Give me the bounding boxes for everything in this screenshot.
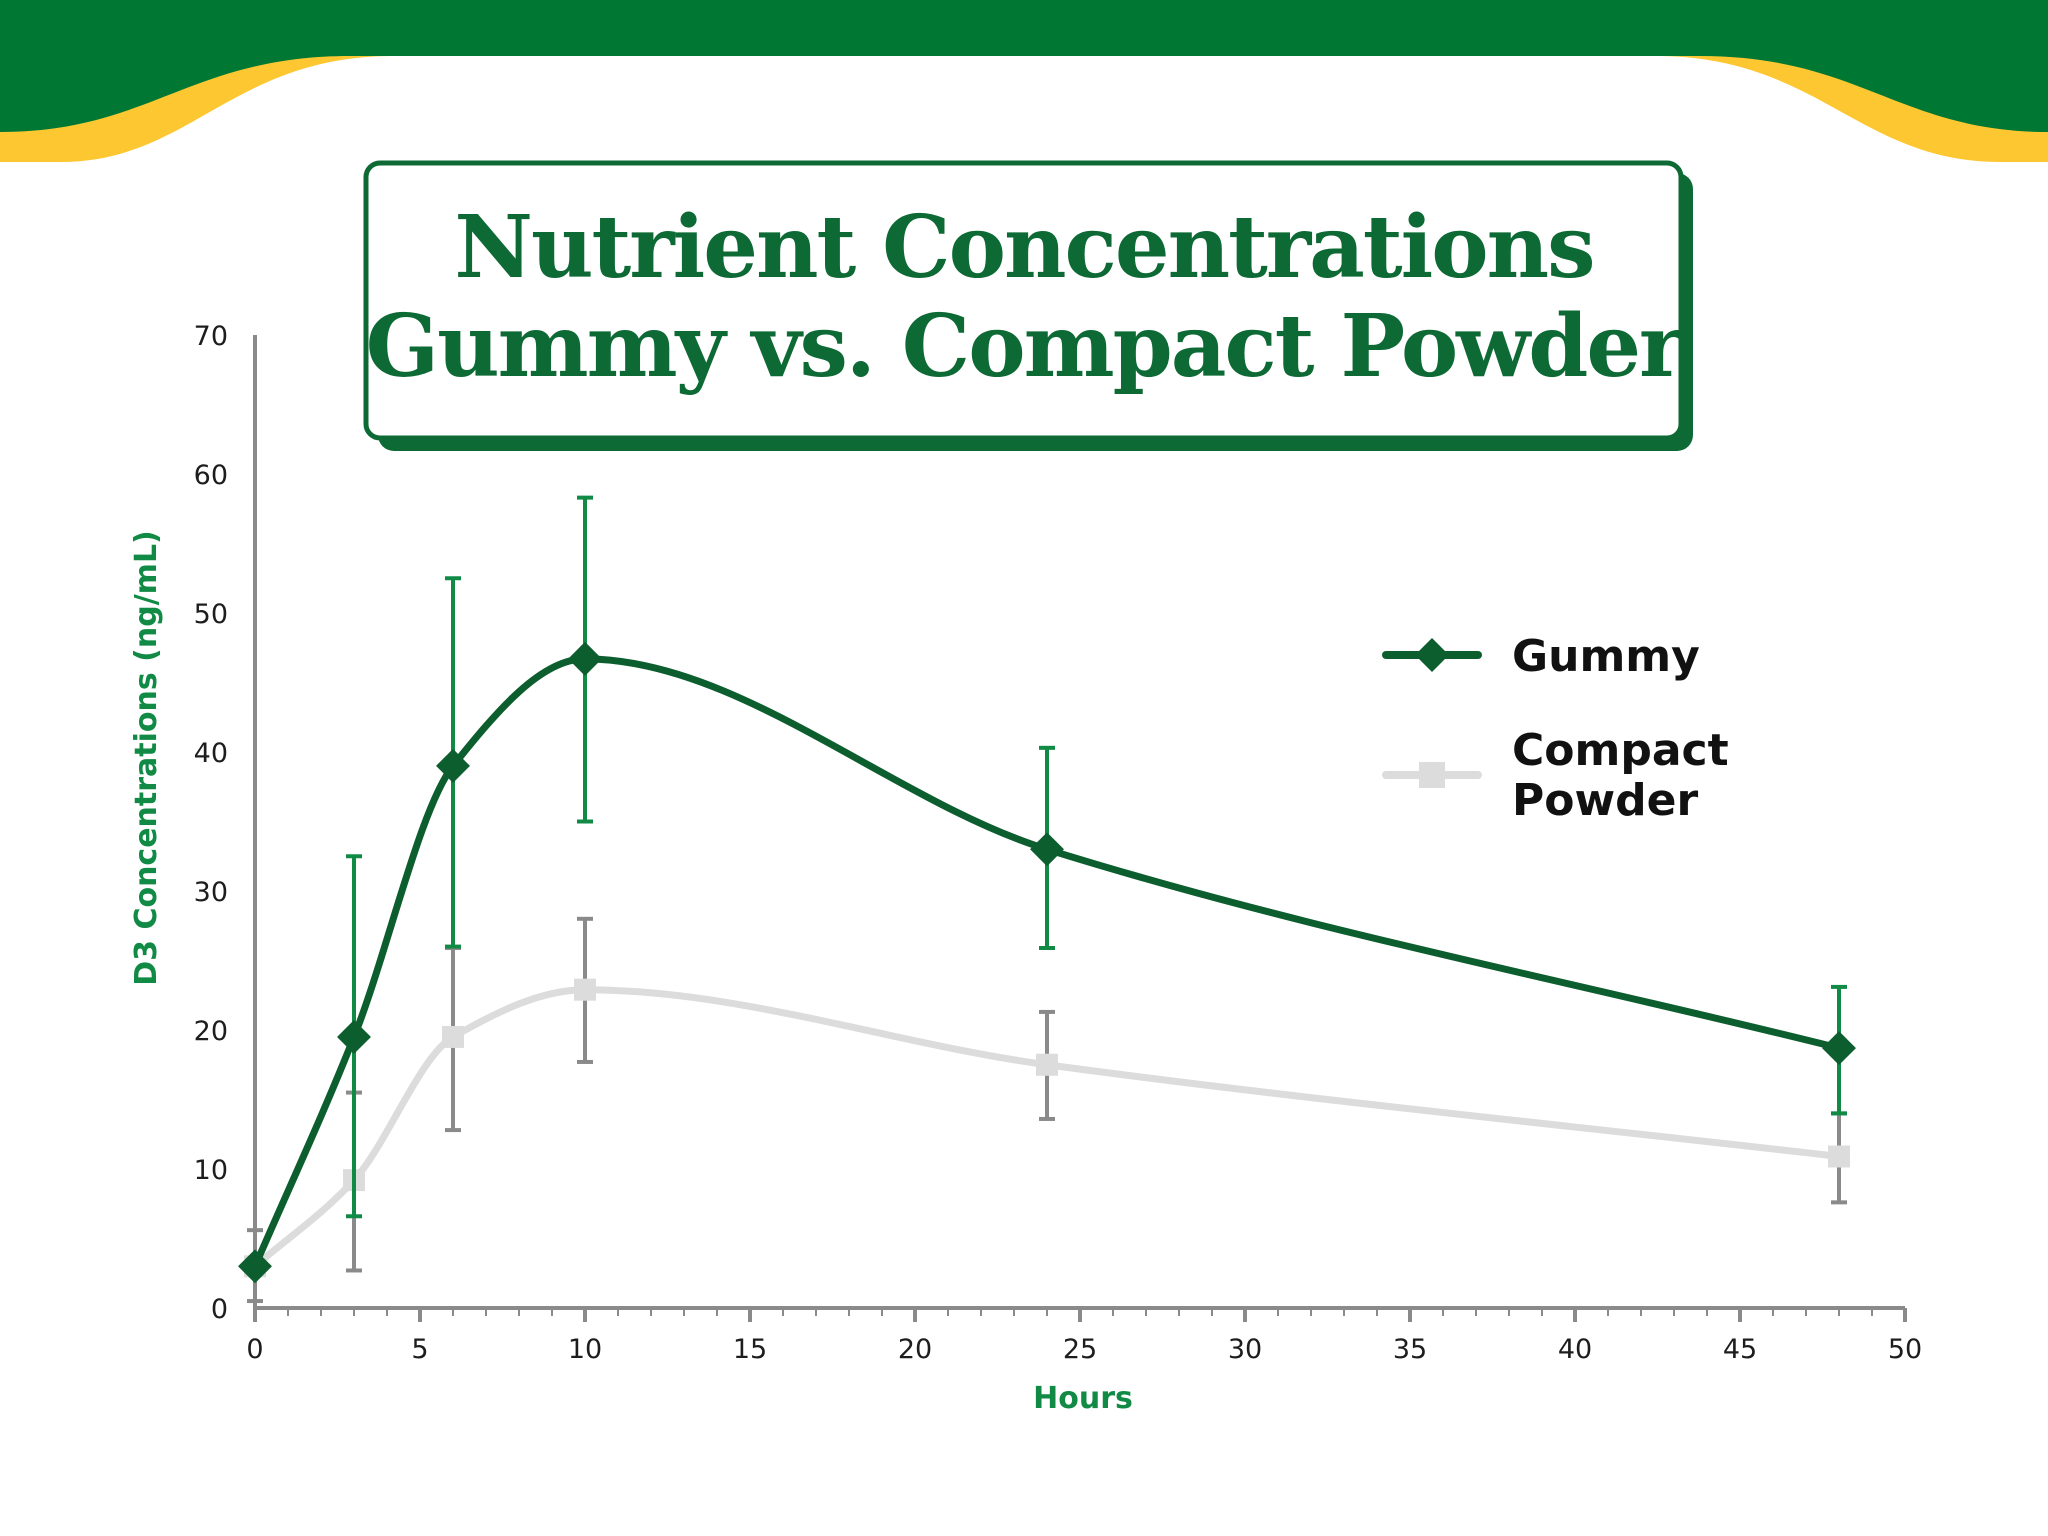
- series-powder: [244, 916, 1850, 1304]
- x-tick-label: 5: [411, 1334, 428, 1365]
- x-tick-label: 50: [1888, 1334, 1922, 1365]
- data-point-gummy: [1822, 1031, 1856, 1066]
- data-point-gummy: [436, 748, 470, 783]
- chart-title-line-2: Gummy vs. Compact Powder: [366, 296, 1686, 397]
- x-tick-label: 25: [1063, 1334, 1097, 1365]
- legend-powder-label-line-2: Powder: [1512, 775, 1698, 826]
- chart-title-line-1: Nutrient Concentrations: [454, 197, 1593, 298]
- x-axis-ticks: [253, 1308, 1907, 1322]
- y-tick-label: 70: [194, 321, 228, 352]
- series-gummy: [238, 495, 1856, 1284]
- y-tick-label: 10: [194, 1155, 228, 1186]
- x-tick-label: 40: [1558, 1334, 1592, 1365]
- data-point-powder: [442, 1025, 464, 1048]
- top-banner: [0, 0, 2048, 162]
- y-tick-label: 50: [194, 599, 228, 630]
- data-point-powder: [1828, 1145, 1850, 1168]
- y-tick-label: 0: [211, 1294, 228, 1325]
- x-tick-label: 10: [568, 1334, 602, 1365]
- x-tick-label: 15: [733, 1334, 767, 1365]
- title-box-frame: [363, 160, 1684, 441]
- data-point-powder: [1036, 1053, 1058, 1076]
- data-point-powder: [574, 978, 596, 1001]
- banner-green-wave: [0, 0, 2048, 132]
- x-axis-title: Hours: [1033, 1381, 1133, 1416]
- legend-powder-swatch-marker: [1419, 762, 1445, 788]
- data-point-gummy: [238, 1249, 272, 1284]
- x-tick-label: 20: [898, 1334, 932, 1365]
- legend: Gummy Compact Powder: [1382, 631, 1729, 826]
- y-axis-title: D3 Concentrations (ng/mL): [129, 530, 164, 986]
- x-tick-label: 0: [246, 1334, 263, 1365]
- y-tick-label: 40: [194, 738, 228, 769]
- x-tick-label: 30: [1228, 1334, 1262, 1365]
- legend-gummy-swatch-marker: [1415, 638, 1449, 672]
- y-axis-tick-labels: 0 10 20 30 40 50 60 70: [194, 321, 228, 1325]
- legend-gummy-label: Gummy: [1512, 631, 1700, 682]
- y-tick-label: 30: [194, 877, 228, 908]
- data-point-gummy: [337, 1019, 371, 1054]
- plot-area: [238, 495, 1856, 1304]
- x-tick-label: 45: [1723, 1334, 1757, 1365]
- title-box: Nutrient Concentrations Gummy vs. Compac…: [363, 160, 1693, 451]
- y-tick-label: 60: [194, 460, 228, 491]
- y-tick-label: 20: [194, 1016, 228, 1047]
- data-point-gummy: [568, 641, 602, 676]
- x-tick-label: 35: [1393, 1334, 1427, 1365]
- axes: 0 5 10 15 20 25 30 35 40 45 50 0 10 20 30 40 50 60 70 Hou…: [129, 321, 1922, 1416]
- x-axis-tick-labels: 0 5 10 15 20 25 30 35 40 45 50: [246, 1334, 1922, 1365]
- series-line-powder: [251, 986, 1843, 1270]
- data-point-gummy: [1030, 832, 1064, 867]
- legend-powder-label-line-1: Compact: [1512, 725, 1729, 776]
